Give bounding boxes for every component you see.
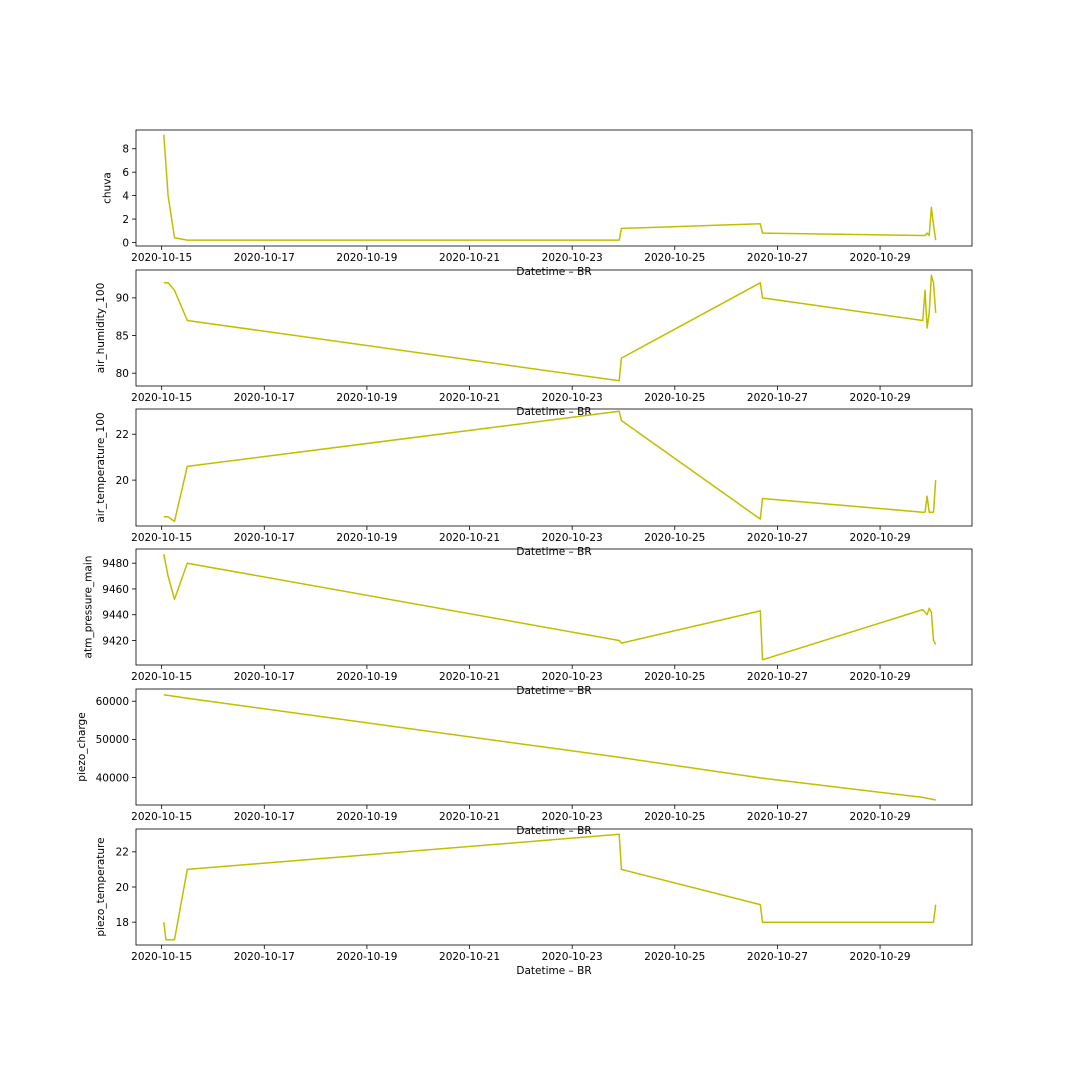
y-tick-label: 8 <box>122 144 129 156</box>
x-tick-label: 2020-10-29 <box>850 951 911 963</box>
x-tick-label: 2020-10-19 <box>336 532 397 544</box>
x-tick-label: 2020-10-27 <box>747 951 808 963</box>
y-tick-label: 60000 <box>96 696 129 708</box>
y-tick-label: 0 <box>122 237 129 249</box>
y-tick-label: 80 <box>116 368 129 380</box>
plot-frame <box>135 828 973 946</box>
y-tick-label: 6 <box>122 167 129 179</box>
x-tick-label: 2020-10-17 <box>234 671 295 683</box>
y-axis-label: piezo_charge <box>76 712 88 781</box>
x-tick-label: 2020-10-27 <box>747 811 808 823</box>
x-tick-label: 2020-10-25 <box>644 392 705 404</box>
x-tick-label: 2020-10-15 <box>131 671 192 683</box>
x-tick-label: 2020-10-27 <box>747 392 808 404</box>
y-tick-label: 40000 <box>96 772 129 784</box>
x-axis-label: Datetime – BR <box>516 546 591 558</box>
y-tick-label: 9460 <box>102 584 129 596</box>
x-tick-label: 2020-10-25 <box>644 252 705 264</box>
x-tick-label: 2020-10-15 <box>131 811 192 823</box>
x-tick-label: 2020-10-25 <box>644 811 705 823</box>
series-line <box>163 410 937 523</box>
x-tick-label: 2020-10-15 <box>131 252 192 264</box>
x-tick-label: 2020-10-19 <box>336 811 397 823</box>
x-tick-label: 2020-10-25 <box>644 532 705 544</box>
x-tick-label: 2020-10-29 <box>850 252 911 264</box>
x-tick-label: 2020-10-23 <box>542 671 603 683</box>
x-tick-label: 2020-10-23 <box>542 951 603 963</box>
x-tick-label: 2020-10-27 <box>747 671 808 683</box>
x-tick-label: 2020-10-21 <box>439 671 500 683</box>
x-tick-label: 2020-10-17 <box>234 951 295 963</box>
y-axis-label: air_humidity_100 <box>95 283 107 374</box>
y-tick-label: 9480 <box>102 558 129 570</box>
x-tick-label: 2020-10-27 <box>747 252 808 264</box>
y-tick-label: 90 <box>116 293 129 305</box>
plot-frame <box>135 408 973 527</box>
series-line <box>163 274 937 382</box>
plot-frame <box>135 688 973 806</box>
y-tick-label: 9440 <box>102 610 129 622</box>
series-line <box>163 693 936 801</box>
x-tick-label: 2020-10-15 <box>131 392 192 404</box>
x-tick-label: 2020-10-29 <box>850 392 911 404</box>
y-axis-label: piezo_temperature <box>95 837 107 936</box>
x-tick-label: 2020-10-25 <box>644 671 705 683</box>
x-tick-label: 2020-10-21 <box>439 252 500 264</box>
x-tick-label: 2020-10-23 <box>542 532 603 544</box>
x-tick-label: 2020-10-17 <box>234 392 295 404</box>
x-tick-label: 2020-10-17 <box>234 532 295 544</box>
x-tick-label: 2020-10-15 <box>131 532 192 544</box>
x-tick-label: 2020-10-21 <box>439 811 500 823</box>
plot-frame <box>135 129 973 247</box>
y-tick-label: 22 <box>116 429 129 441</box>
x-tick-label: 2020-10-17 <box>234 811 295 823</box>
x-tick-label: 2020-10-27 <box>747 532 808 544</box>
x-tick-label: 2020-10-23 <box>542 252 603 264</box>
y-tick-label: 2 <box>122 214 129 226</box>
x-tick-label: 2020-10-21 <box>439 951 500 963</box>
x-axis-label: Datetime – BR <box>516 266 591 278</box>
y-tick-label: 22 <box>116 847 129 859</box>
plot-frame <box>135 269 973 387</box>
y-axis-label: atm_pressure_main <box>82 556 94 659</box>
x-tick-label: 2020-10-19 <box>336 392 397 404</box>
x-tick-label: 2020-10-19 <box>336 951 397 963</box>
x-axis-label: Datetime – BR <box>516 825 591 837</box>
x-tick-label: 2020-10-21 <box>439 532 500 544</box>
x-tick-label: 2020-10-17 <box>234 252 295 264</box>
x-axis-label: Datetime – BR <box>516 965 591 977</box>
x-axis-label: Datetime – BR <box>516 685 591 697</box>
y-tick-label: 85 <box>116 330 129 342</box>
x-tick-label: 2020-10-29 <box>850 671 911 683</box>
series-line <box>163 134 937 241</box>
plot-frame <box>135 548 973 666</box>
series-line <box>163 833 937 941</box>
x-tick-label: 2020-10-25 <box>644 951 705 963</box>
y-axis-label: chuva <box>102 172 114 204</box>
y-tick-label: 50000 <box>96 734 129 746</box>
y-tick-label: 18 <box>116 917 129 929</box>
x-tick-label: 2020-10-29 <box>850 811 911 823</box>
y-tick-label: 20 <box>116 882 129 894</box>
x-tick-label: 2020-10-19 <box>336 252 397 264</box>
series-line <box>163 554 937 661</box>
y-axis-label: air_temperature_100 <box>95 412 107 522</box>
x-tick-label: 2020-10-23 <box>542 392 603 404</box>
x-tick-label: 2020-10-19 <box>336 671 397 683</box>
y-tick-label: 20 <box>116 475 129 487</box>
y-tick-label: 4 <box>122 190 129 202</box>
x-tick-label: 2020-10-29 <box>850 532 911 544</box>
x-tick-label: 2020-10-21 <box>439 392 500 404</box>
x-tick-label: 2020-10-23 <box>542 811 603 823</box>
x-tick-label: 2020-10-15 <box>131 951 192 963</box>
y-tick-label: 9420 <box>102 635 129 647</box>
